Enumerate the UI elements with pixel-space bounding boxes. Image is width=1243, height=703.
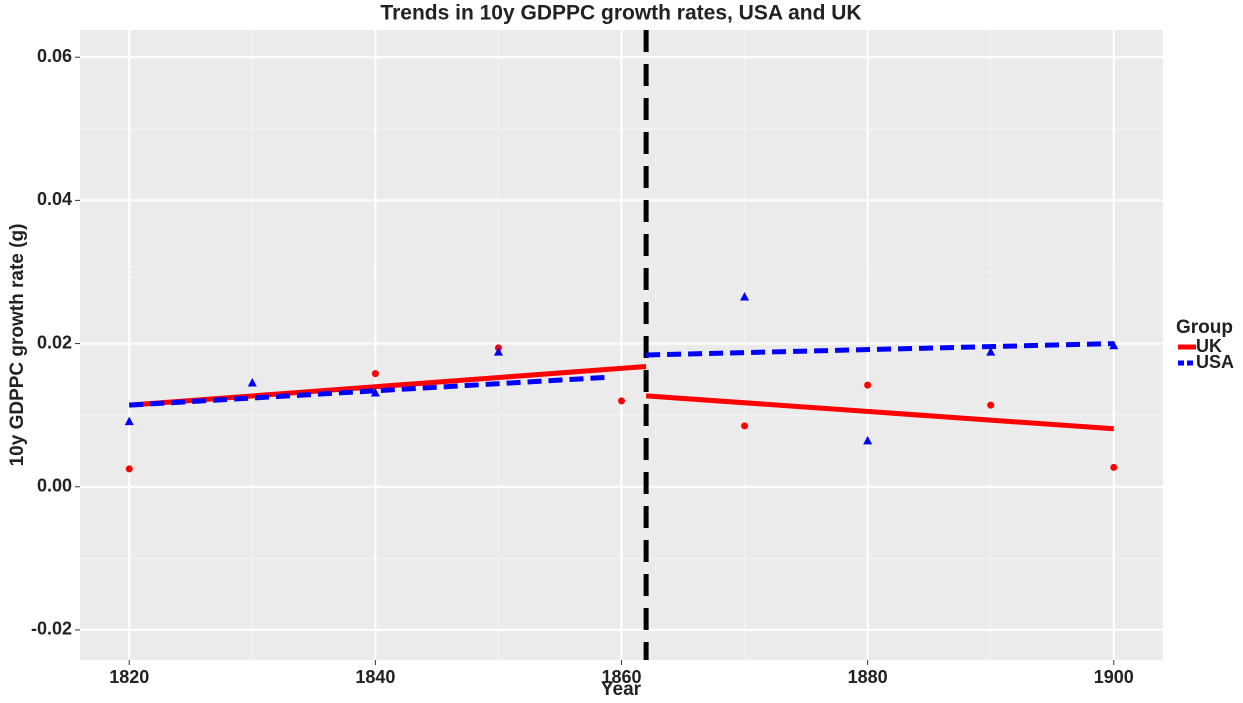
trend-line (646, 341, 1114, 358)
trend-line (645, 393, 1114, 432)
trend-line (129, 374, 610, 408)
legend-label: UK (1196, 336, 1222, 356)
x-axis-label: Year (601, 679, 642, 698)
y-tick-label: 0.06 (37, 46, 72, 66)
point (371, 370, 379, 378)
point (1110, 463, 1118, 471)
point (247, 377, 257, 387)
point (987, 401, 995, 409)
chart-title: Trends in 10y GDPPC growth rates, USA an… (380, 2, 861, 25)
y-tick-label: 0.04 (37, 189, 72, 209)
point (986, 347, 996, 356)
point (863, 435, 873, 445)
point (741, 422, 749, 430)
x-tick-label: 1840 (355, 667, 395, 687)
x-tick-label: 1900 (1094, 667, 1134, 687)
point (740, 292, 750, 301)
legend-title: Group (1176, 317, 1233, 338)
x-tick-label: 1820 (109, 667, 149, 687)
point (125, 465, 133, 473)
x-tick-label: 1880 (848, 667, 888, 687)
x-tick-label: 1860 (601, 667, 641, 687)
y-axis-label: 10y GDPPC growth rate (g) (7, 224, 28, 467)
point (124, 416, 134, 426)
point (618, 397, 625, 405)
point (370, 387, 380, 397)
legend-label: USA (1196, 352, 1234, 372)
y-tick-label: -0.02 (31, 619, 72, 639)
point (864, 381, 872, 389)
y-tick-label: 0.02 (37, 332, 72, 352)
point (493, 347, 503, 356)
point (1109, 340, 1119, 350)
y-tick-label: 0.00 (37, 476, 72, 496)
